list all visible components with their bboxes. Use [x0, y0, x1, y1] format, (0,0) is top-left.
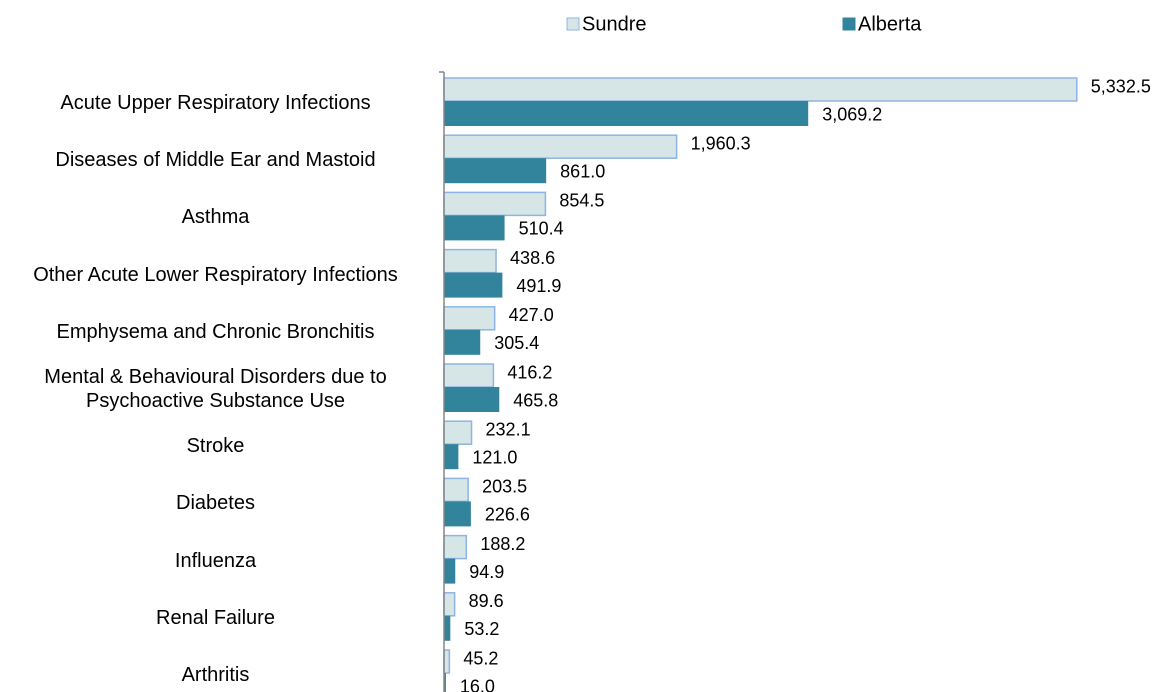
bar	[443, 77, 1078, 102]
category-label: Influenza	[8, 549, 423, 573]
value-label: 45.2	[463, 648, 498, 668]
bar	[444, 615, 451, 641]
value-label: 226.6	[485, 505, 530, 525]
category-text: Mental & Behavioural Disorders due to Ps…	[44, 366, 387, 412]
bar	[443, 134, 678, 159]
value-label: 465.8	[513, 390, 558, 410]
legend-label: Sundre	[582, 13, 647, 35]
value-label: 232.1	[486, 419, 531, 439]
bar	[443, 248, 497, 274]
category-text: Asthma	[181, 206, 250, 229]
category-label: Mental & Behavioural Disorders due to Ps…	[8, 365, 423, 413]
value-label: 121.0	[472, 447, 517, 467]
value-label: 854.5	[559, 191, 604, 211]
value-label: 188.2	[480, 534, 525, 554]
bar	[444, 444, 459, 470]
value-label: 94.9	[469, 562, 504, 582]
category-label: Diseases of Middle Ear and Mastoid	[8, 148, 423, 172]
value-label: 510.4	[519, 219, 564, 239]
category-label: Arthritis	[8, 663, 423, 687]
category-text: Renal Failure	[156, 606, 275, 629]
value-label: 1,960.3	[691, 133, 751, 153]
category-text: Arthritis	[181, 664, 250, 686]
category-label: Acute Upper Respiratory Infections	[8, 91, 423, 115]
value-label: 16.0	[460, 676, 495, 692]
bar	[444, 673, 446, 692]
category-label: Other Acute Lower Respiratory Infections	[8, 263, 423, 287]
category-label: Diabetes	[8, 491, 423, 515]
bar	[443, 306, 496, 331]
bar	[443, 592, 456, 617]
bar	[444, 272, 503, 298]
category-text: Diabetes	[176, 492, 255, 515]
bar	[444, 329, 481, 355]
bar	[443, 477, 469, 503]
bar	[443, 534, 468, 560]
bar	[444, 387, 500, 412]
category-label: Asthma	[8, 205, 423, 229]
value-label: 305.4	[494, 333, 539, 353]
bar	[444, 101, 809, 126]
value-label: 3,069.2	[822, 104, 882, 124]
value-label: 491.9	[516, 276, 561, 296]
category-text: Acute Upper Respiratory Infections	[60, 92, 371, 114]
bar	[444, 558, 456, 584]
category-text: Stroke	[186, 435, 245, 458]
bar	[443, 191, 547, 217]
bar	[444, 215, 505, 241]
value-label: 438.6	[510, 248, 555, 268]
value-label: 5,332.5	[1091, 76, 1151, 96]
value-label: 203.5	[482, 477, 527, 497]
category-text: Influenza	[174, 549, 257, 572]
value-label: 53.2	[464, 619, 499, 639]
value-label: 416.2	[507, 362, 552, 382]
value-label: 427.0	[509, 305, 554, 325]
bar	[444, 158, 547, 184]
category-label: Emphysema and Chronic Bronchitis	[8, 320, 423, 344]
bar	[443, 420, 473, 445]
legend-swatch	[566, 17, 580, 31]
legend-swatch	[842, 17, 856, 31]
bar	[443, 649, 451, 674]
category-text: Other Acute Lower Respiratory Infections	[33, 263, 398, 286]
category-text: Diseases of Middle Ear and Mastoid	[55, 149, 376, 172]
value-label: 861.0	[560, 161, 605, 181]
category-label: Renal Failure	[8, 606, 423, 630]
category-label: Stroke	[8, 434, 423, 458]
value-label: 89.6	[469, 591, 504, 611]
bar	[443, 363, 495, 388]
legend-label: Alberta	[858, 13, 922, 35]
category-text: Emphysema and Chronic Bronchitis	[56, 320, 375, 343]
bar	[444, 501, 471, 527]
